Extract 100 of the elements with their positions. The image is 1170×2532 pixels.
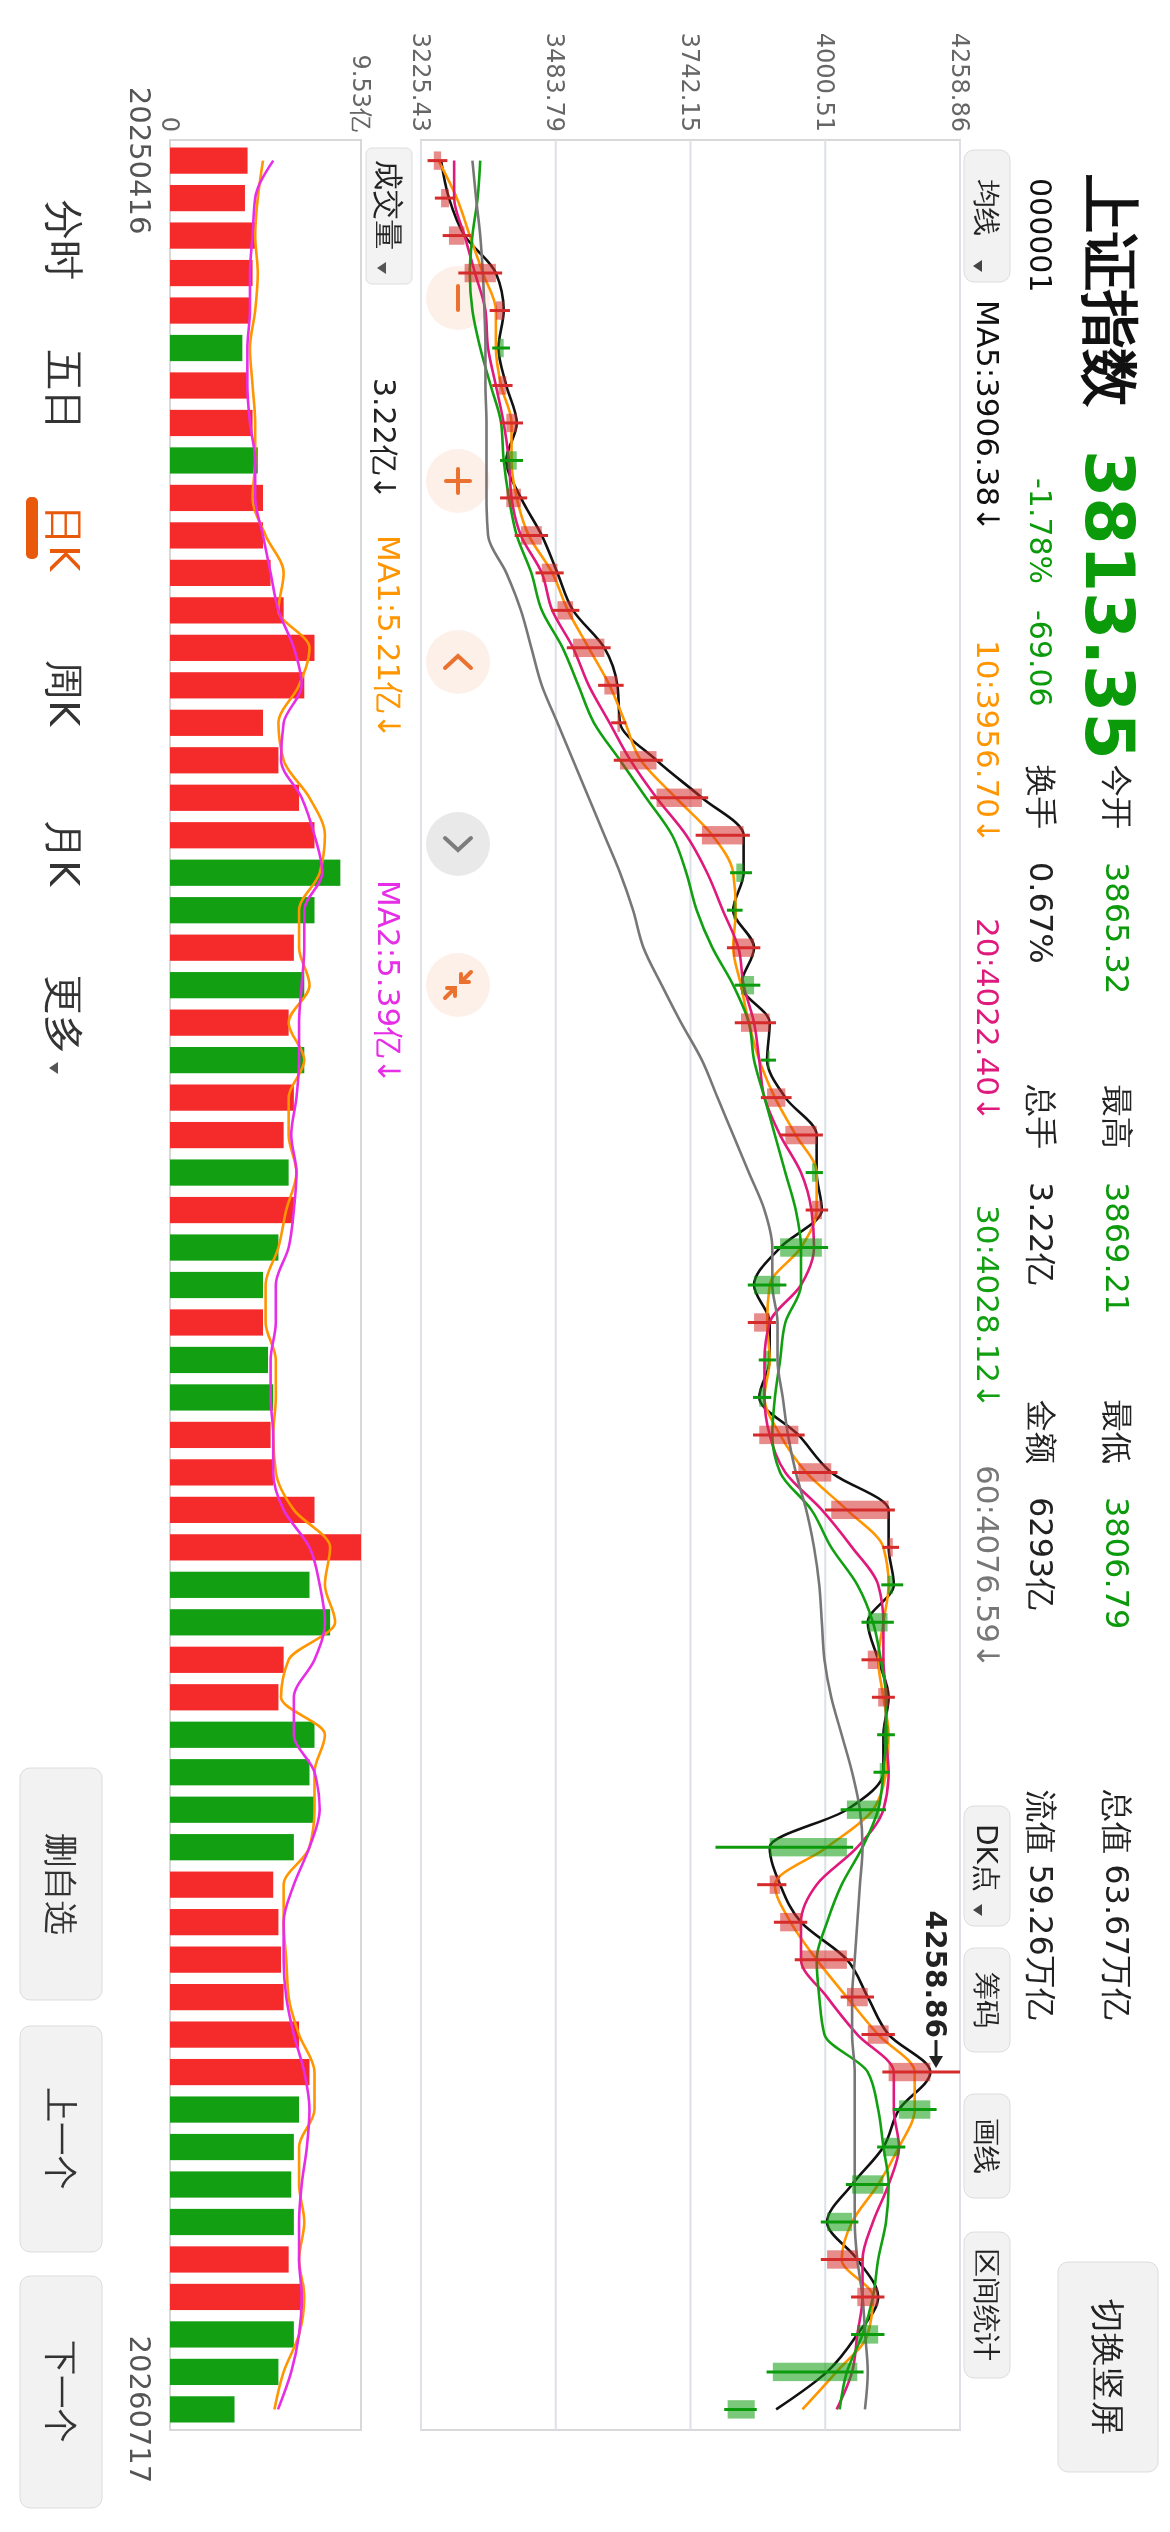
bar: [170, 1384, 274, 1411]
bar: [170, 1234, 279, 1261]
text: 3.22亿↓: [367, 378, 402, 500]
text: 画线: [969, 2118, 1003, 2174]
text: 3813.35: [1070, 450, 1149, 760]
bar: [170, 1309, 263, 1336]
x-tick-label: 3225.43: [406, 32, 435, 132]
bar: [170, 2396, 235, 2423]
text: 切换竖屏: [1087, 2299, 1128, 2435]
text: 日K: [41, 505, 87, 573]
text: 0.67%: [1022, 862, 1060, 964]
text: DK点: [969, 1824, 1003, 1892]
bar: [170, 559, 271, 587]
bar: [170, 2321, 294, 2348]
text: 3869.21: [1098, 1182, 1136, 1315]
y-tick-label: 20260717: [123, 2335, 157, 2484]
bar: [170, 1834, 294, 1861]
bar: [170, 784, 300, 811]
text: 3.22亿: [1022, 1182, 1060, 1286]
bar: [170, 1084, 294, 1111]
bar: [170, 259, 253, 287]
text: 今开: [1098, 765, 1136, 829]
bar: [170, 1946, 282, 1973]
bar: [170, 2096, 300, 2123]
bar: [170, 1759, 310, 1786]
bar: [170, 1684, 279, 1711]
text: 3806.79: [1098, 1497, 1136, 1630]
bar: [170, 1609, 331, 1636]
text: 上证指数: [1076, 174, 1144, 408]
bar: [170, 1721, 315, 1748]
bar: [170, 1121, 284, 1149]
bar: [170, 859, 341, 886]
text: 最高: [1098, 1085, 1136, 1149]
bar: [170, 1983, 284, 2011]
text: 上一个: [40, 2088, 81, 2190]
bar: [170, 1196, 294, 1224]
text: 总手: [1022, 1084, 1060, 1149]
text: 下一个: [40, 2341, 81, 2443]
bar: [170, 484, 263, 512]
bar: [170, 297, 250, 324]
bar: [170, 1009, 289, 1036]
text: 总值 63.67万亿: [1098, 1789, 1136, 2020]
text: 3865.32: [1098, 862, 1136, 995]
bar: [170, 372, 248, 399]
annotation: 4258.86: [919, 1910, 952, 2039]
bar: [170, 447, 258, 474]
bar: [170, 1271, 263, 1299]
bar: [170, 934, 294, 961]
text: 30:4028.12↓: [970, 1205, 1006, 1410]
bar: [170, 1459, 274, 1486]
bar: [170, 2358, 279, 2386]
text: 筹码: [969, 1972, 1003, 2028]
bar: [170, 1796, 315, 1823]
text: 更多: [41, 975, 87, 1055]
bar: [170, 634, 315, 661]
text: 区间统计: [969, 2249, 1003, 2361]
bar: [170, 1496, 315, 1523]
text: 均线: [969, 179, 1003, 236]
text: 流值 59.26万亿: [1022, 1790, 1060, 2020]
bar: [170, 2058, 310, 2086]
text: 成交量: [371, 160, 406, 250]
text: 60:4076.59↓: [970, 1465, 1006, 1670]
text: 删自选: [40, 1833, 81, 1935]
bar: [170, 1871, 274, 1898]
text: 最低: [1098, 1400, 1136, 1464]
bar: [170, 897, 315, 924]
bar: [170, 1346, 269, 1374]
bar: [170, 2208, 294, 2236]
text: 6293亿: [1022, 1497, 1060, 1611]
bar: [170, 522, 263, 549]
text: 周K: [41, 660, 87, 728]
bar: [170, 672, 305, 699]
bar: [170, 822, 315, 849]
bar: [170, 222, 256, 249]
x-tick-label: 3742.15: [676, 32, 705, 132]
bar: [170, 1421, 271, 1449]
bar: [170, 147, 248, 174]
text: 20:4022.40↓: [970, 918, 1006, 1123]
x-tick-label: 4000.51: [810, 32, 839, 132]
x-tick-label: 9.53亿: [346, 54, 375, 132]
bar: [170, 597, 284, 624]
text: 金额: [1022, 1400, 1060, 1464]
bar: [170, 1534, 361, 1561]
bar: [170, 1047, 305, 1074]
bar: [170, 709, 263, 736]
bar: [170, 747, 279, 774]
bar: [170, 1159, 289, 1186]
bar: [170, 2246, 289, 2273]
text: 分时: [41, 200, 87, 280]
bar: [170, 2021, 300, 2048]
text: 000001: [1023, 178, 1058, 293]
bar: [170, 1646, 284, 1673]
bar: [170, 409, 253, 437]
y-tick-label: 20250416: [123, 86, 157, 235]
text: -69.06: [1023, 610, 1058, 707]
bar: [170, 972, 305, 999]
text: 10:3956.70↓: [970, 640, 1006, 845]
bar: [170, 1909, 279, 1936]
text: 换手: [1022, 765, 1060, 829]
text: 五日: [41, 350, 87, 430]
